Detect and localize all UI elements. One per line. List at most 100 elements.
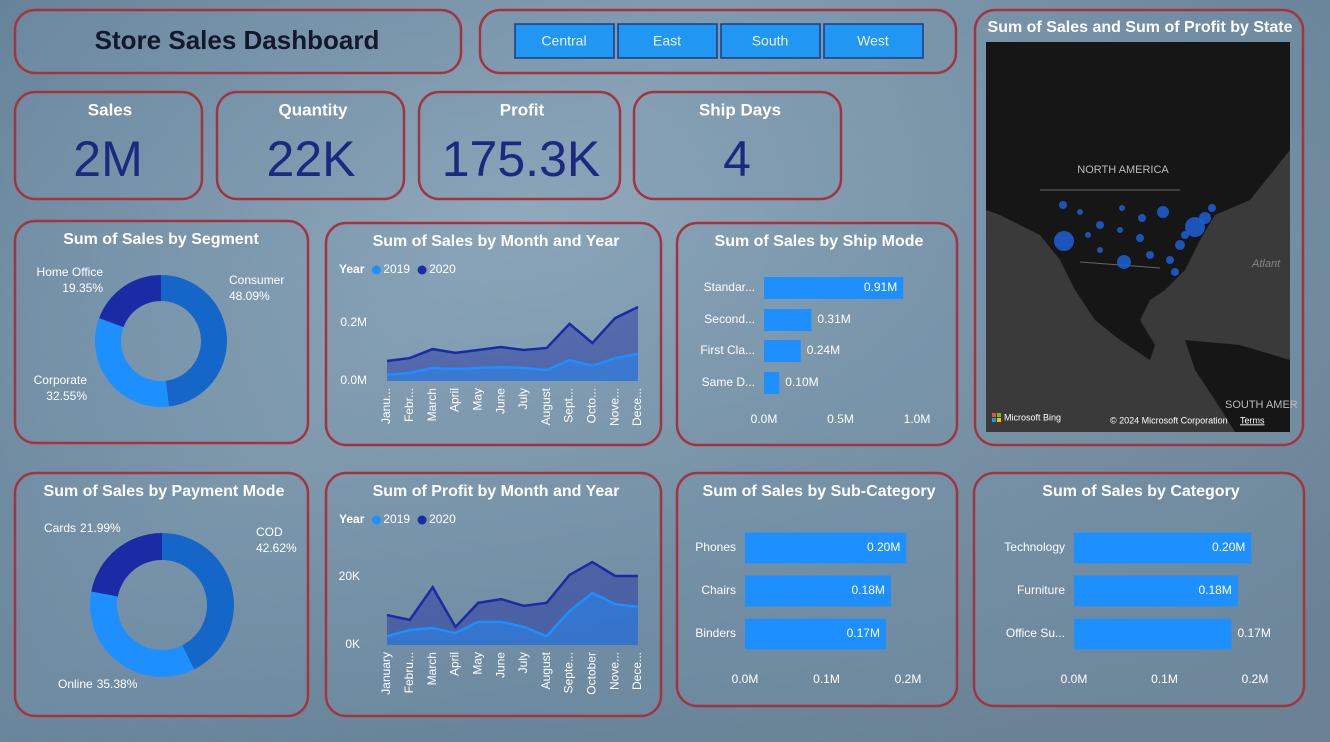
x-tick-label: July <box>516 652 530 673</box>
y-tick-label: Binders <box>695 626 736 640</box>
x-tick-label: 0.2M <box>895 672 922 686</box>
kpi-value: 2M <box>73 131 142 187</box>
bar <box>745 575 891 607</box>
kpi-card <box>13 90 204 201</box>
donut-slice <box>91 533 162 597</box>
x-tick-label: Febru... <box>402 652 416 693</box>
kpi-value: 175.3K <box>442 131 600 187</box>
slice-value-label: 48.09% <box>229 289 270 303</box>
slice-value-label: 21.99% <box>80 521 121 535</box>
legend-label: 2019 <box>383 262 410 276</box>
y-tick-label: 20K <box>339 569 360 583</box>
kpi-card <box>215 90 406 201</box>
slicer-button[interactable] <box>617 23 718 59</box>
bar <box>745 532 907 564</box>
slice-value-label: 42.62% <box>256 541 297 555</box>
x-tick-label: October <box>585 652 599 695</box>
bar-value-label: 0.17M <box>1237 626 1270 640</box>
chart-title: Sum of Sales by Segment <box>63 231 259 248</box>
slice-label: Corporate <box>34 373 88 387</box>
x-tick-label: 0.5M <box>827 412 854 426</box>
x-tick-label: 0.2M <box>1242 672 1269 686</box>
bar-value-label: 0.31M <box>817 312 850 326</box>
x-tick-label: April <box>448 652 462 676</box>
slice-label: Consumer <box>229 273 284 287</box>
x-tick-label: 0.1M <box>1151 672 1178 686</box>
bar <box>745 618 886 650</box>
bar <box>764 340 801 362</box>
map-title: Sum of Sales and Sum of Profit by State <box>988 19 1293 36</box>
bar-value-label: 0.18M <box>1198 583 1231 597</box>
donut-slice <box>94 318 169 407</box>
slice-label: Online <box>58 677 93 691</box>
kpi-value: 4 <box>723 131 751 187</box>
map-copyright: © 2024 Microsoft Corporation <box>1110 415 1228 425</box>
chart-panel <box>324 471 663 718</box>
donut-slice <box>90 591 195 677</box>
kpi-card <box>417 90 622 201</box>
area-line <box>386 352 639 377</box>
map-terms-link[interactable]: Terms <box>1240 415 1265 425</box>
legend-marker <box>417 515 427 525</box>
chart-panel <box>324 221 663 447</box>
y-tick-label: Chairs <box>701 583 736 597</box>
y-tick-label: 0K <box>345 637 360 651</box>
slicer-button[interactable] <box>720 23 821 59</box>
map-place-label: Atlant <box>1251 258 1281 270</box>
x-tick-label: 0.0M <box>732 672 759 686</box>
x-tick-label: Nove... <box>607 652 621 690</box>
map-land <box>986 42 1290 360</box>
bar <box>764 277 904 299</box>
kpi-card <box>632 90 843 201</box>
slice-value-label: 19.35% <box>62 281 103 295</box>
kpi-label: Quantity <box>279 100 348 119</box>
x-tick-label: August <box>539 651 553 689</box>
y-tick-label: First Cla... <box>700 343 755 357</box>
donut-slice <box>161 275 227 407</box>
slicer-button-label[interactable]: West <box>857 33 889 49</box>
slicer-button-label[interactable]: Central <box>541 33 586 49</box>
x-tick-label: June <box>493 388 507 414</box>
slicer-button[interactable] <box>823 23 924 59</box>
bar <box>764 372 780 394</box>
chart-title: Sum of Profit by Month and Year <box>373 483 620 500</box>
x-tick-label: June <box>493 652 507 678</box>
bar-value-label: 0.18M <box>852 583 885 597</box>
area-line <box>386 591 639 638</box>
x-tick-label: May <box>470 388 484 411</box>
title-panel <box>13 8 463 75</box>
slicer-button-label[interactable]: South <box>752 33 789 49</box>
legend-label: 2019 <box>383 512 410 526</box>
legend-label: 2020 <box>429 262 456 276</box>
x-tick-label: Nove... <box>607 388 621 426</box>
map: NORTH AMERICA Atlant SOUTH AMER Microsof… <box>986 42 1298 432</box>
bar <box>1074 575 1238 607</box>
map-bubbles <box>1054 201 1216 276</box>
x-tick-label: January <box>379 652 393 695</box>
chart-title: Sum of Sales by Ship Mode <box>715 233 924 250</box>
slice-label: Cards <box>44 521 76 535</box>
dashboard-title: Store Sales Dashboard <box>95 25 380 55</box>
region-slicer: Central East South West <box>514 23 924 59</box>
x-tick-label: Dece... <box>630 388 644 426</box>
chart-title: Sum of Sales by Sub-Category <box>703 483 936 500</box>
x-tick-label: 0.0M <box>1061 672 1088 686</box>
chart-title: Sum of Sales by Category <box>1042 483 1239 500</box>
y-tick-label: Office Su... <box>1006 626 1065 640</box>
x-tick-label: March <box>425 652 439 685</box>
map-land <box>1185 340 1290 432</box>
y-tick-label: Technology <box>1004 540 1065 554</box>
map-place-label: SOUTH AMER <box>1225 399 1298 411</box>
x-tick-label: Sept... <box>562 388 576 423</box>
bar <box>1074 618 1232 650</box>
kpi-label: Profit <box>500 100 545 119</box>
x-tick-label: Septe... <box>562 652 576 693</box>
slicer-button[interactable] <box>514 23 615 59</box>
x-tick-label: 1.0M <box>904 412 931 426</box>
slicer-button-label[interactable]: East <box>653 33 681 49</box>
y-tick-label: Same D... <box>702 375 755 389</box>
bar-value-label: 0.24M <box>807 343 840 357</box>
legend-title: Year <box>339 512 365 526</box>
x-tick-label: May <box>470 652 484 675</box>
